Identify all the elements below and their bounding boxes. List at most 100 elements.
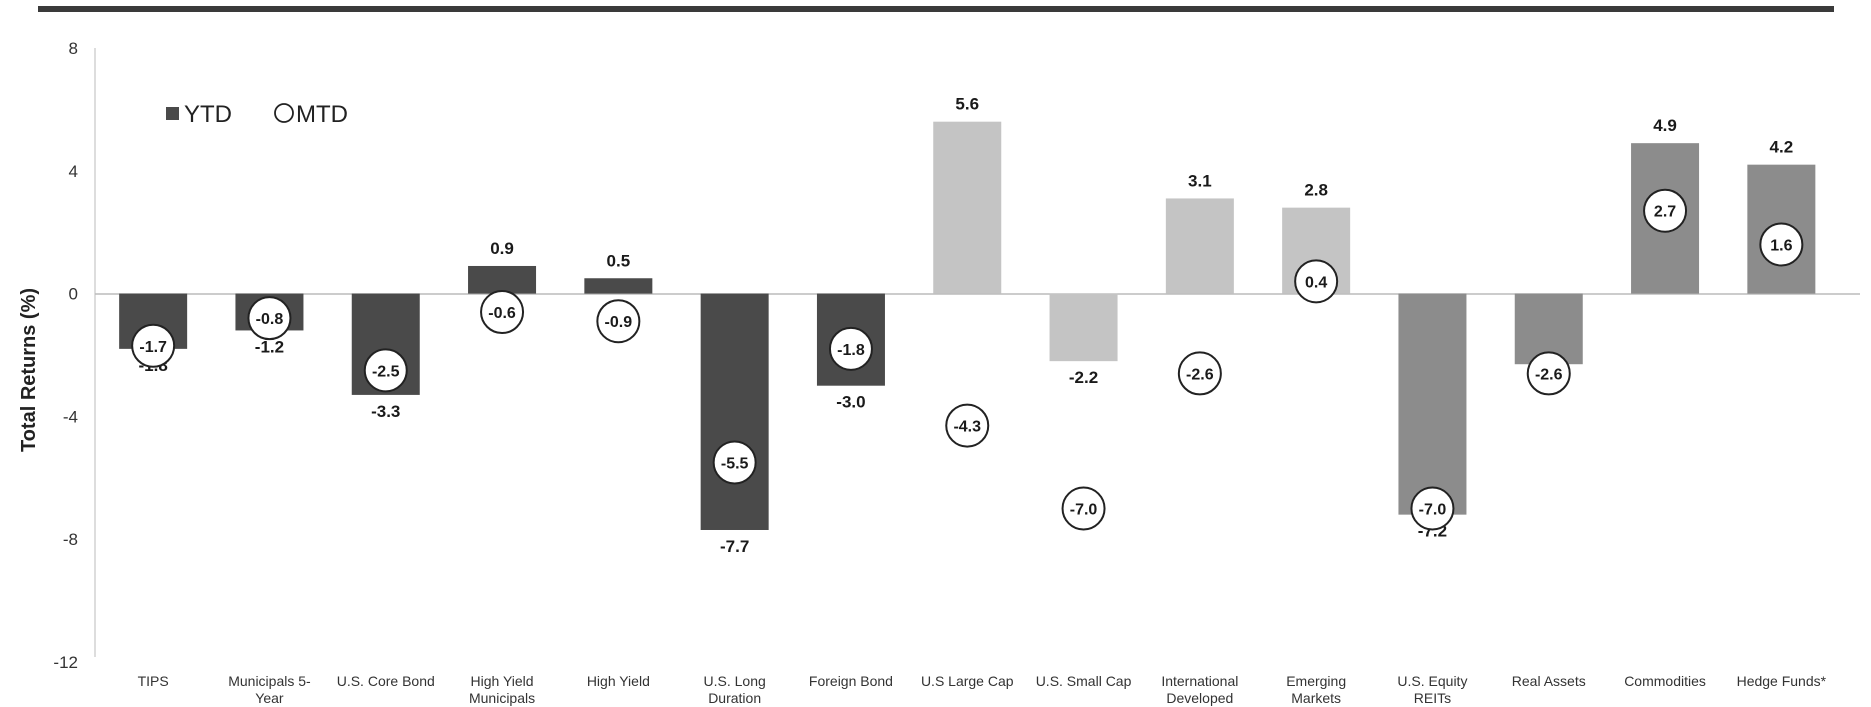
mtd-marker: -0.6	[480, 290, 525, 335]
mtd-value-label: -7.0	[1419, 502, 1447, 519]
ytd-bar	[700, 293, 769, 530]
category-label: Hedge Funds*	[1737, 673, 1827, 689]
mtd-circle	[1643, 188, 1688, 233]
mtd-circle	[1177, 351, 1222, 396]
y-axis-label: Total Returns (%)	[18, 288, 40, 452]
ytd-value-label: -1.2	[255, 337, 284, 356]
mtd-marker: -1.7	[131, 323, 176, 368]
mtd-circle	[1526, 351, 1571, 396]
ytd-bar	[468, 265, 537, 294]
mtd-value-label: -0.6	[488, 305, 516, 322]
ytd-value-label: 0.5	[607, 251, 631, 270]
mtd-value-label: -4.3	[953, 419, 981, 436]
mtd-marker: -2.6	[1526, 351, 1571, 396]
category-label: Foreign Bond	[809, 673, 893, 689]
ytd-value-label: 5.6	[955, 95, 979, 114]
mtd-value-label: -2.5	[372, 363, 400, 380]
mtd-value-label: -5.5	[721, 455, 749, 472]
ytd-bar	[1049, 293, 1118, 362]
legend: YTD MTD	[166, 101, 348, 128]
ytd-value-label: -3.3	[371, 402, 400, 421]
category-label: High Yield	[587, 673, 650, 689]
mtd-circle	[480, 290, 525, 335]
mtd-marker: 0.4	[1294, 259, 1339, 304]
ytd-value-label: -3.0	[836, 393, 865, 412]
y-tick-label: -12	[53, 653, 78, 672]
ytd-value-label: 4.9	[1653, 116, 1677, 135]
mtd-markers: -1.7 -0.8 -2.5 -0.6 -0.9 -5.5 -1.8 -4.3 -7.0 -2.6…	[131, 188, 1804, 531]
category-label: U.S. Core Bond	[337, 673, 435, 689]
category-label: Municipals	[469, 690, 535, 706]
mtd-circle	[1061, 486, 1106, 531]
ytd-bars	[119, 121, 1816, 530]
category-label: U.S. Long	[704, 673, 766, 689]
mtd-marker: -4.3	[945, 403, 990, 448]
category-label: Real Assets	[1512, 673, 1586, 689]
ytd-bar	[584, 278, 653, 294]
y-tick-label: 8	[69, 39, 78, 58]
ytd-value-label: -2.2	[1069, 368, 1098, 387]
mtd-value-label: 1.6	[1770, 237, 1792, 254]
ytd-value-label: 2.8	[1304, 181, 1328, 200]
category-label: Duration	[708, 690, 761, 706]
category-label: Municipals 5-	[228, 673, 311, 689]
category-label: U.S. Small Cap	[1036, 673, 1132, 689]
category-labels: TIPS Municipals 5-Year U.S. Core Bond High …	[138, 673, 1827, 706]
mtd-marker: -2.5	[363, 348, 408, 393]
category-label: High Yield	[471, 673, 534, 689]
mtd-circle	[945, 403, 990, 448]
y-tick-label: 0	[69, 285, 78, 304]
category-label: Markets	[1291, 690, 1341, 706]
mtd-value-label: -7.0	[1070, 502, 1098, 519]
legend-ytd-swatch	[166, 107, 179, 120]
mtd-circle	[596, 299, 641, 344]
category-label: U.S Large Cap	[921, 673, 1014, 689]
mtd-value-label: -0.9	[605, 314, 633, 331]
legend-ytd-label: YTD	[184, 101, 232, 128]
mtd-circle	[1410, 486, 1455, 531]
mtd-value-label: -2.6	[1535, 366, 1563, 383]
mtd-marker: -7.0	[1410, 486, 1455, 531]
mtd-circle	[1294, 259, 1339, 304]
top-rule	[38, 6, 1834, 12]
mtd-marker: -7.0	[1061, 486, 1106, 531]
mtd-value-label: 2.7	[1654, 204, 1676, 221]
ytd-bar	[1165, 198, 1234, 294]
y-tick-label: -8	[63, 530, 78, 549]
mtd-circle	[712, 440, 757, 485]
mtd-marker: -5.5	[712, 440, 757, 485]
mtd-value-label: -0.8	[256, 311, 284, 328]
ytd-value-label: 0.9	[490, 239, 514, 258]
y-tick-label: 4	[69, 162, 78, 181]
mtd-marker: 2.7	[1643, 188, 1688, 233]
category-label: International	[1161, 673, 1238, 689]
mtd-value-label: -1.8	[837, 342, 865, 359]
mtd-circle	[247, 296, 292, 341]
category-label: Commodities	[1624, 673, 1706, 689]
mtd-marker: -1.8	[828, 326, 873, 371]
mtd-circle	[1759, 222, 1804, 267]
mtd-marker: 1.6	[1759, 222, 1804, 267]
mtd-circle	[363, 348, 408, 393]
mtd-marker: -0.8	[247, 296, 292, 341]
mtd-value-label: 0.4	[1305, 274, 1327, 291]
category-label: Year	[255, 690, 284, 706]
category-label: Developed	[1166, 690, 1233, 706]
category-label: U.S. Equity	[1397, 673, 1467, 689]
ytd-bar	[933, 121, 1002, 294]
ytd-bar	[1398, 293, 1467, 515]
mtd-circle	[131, 323, 176, 368]
y-tick-labels: 8 4 0 -4 -8 -12	[53, 39, 78, 672]
mtd-marker: -2.6	[1177, 351, 1222, 396]
ytd-value-label: 4.2	[1770, 138, 1794, 157]
category-label: TIPS	[138, 673, 169, 689]
ytd-value-label: -7.7	[720, 537, 749, 556]
mtd-marker: -0.9	[596, 299, 641, 344]
category-label: REITs	[1414, 690, 1451, 706]
category-label: Emerging	[1286, 673, 1346, 689]
mtd-value-label: -1.7	[139, 339, 167, 356]
mtd-circle	[828, 326, 873, 371]
mtd-value-label: -2.6	[1186, 366, 1214, 383]
ytd-value-label: 3.1	[1188, 171, 1212, 190]
